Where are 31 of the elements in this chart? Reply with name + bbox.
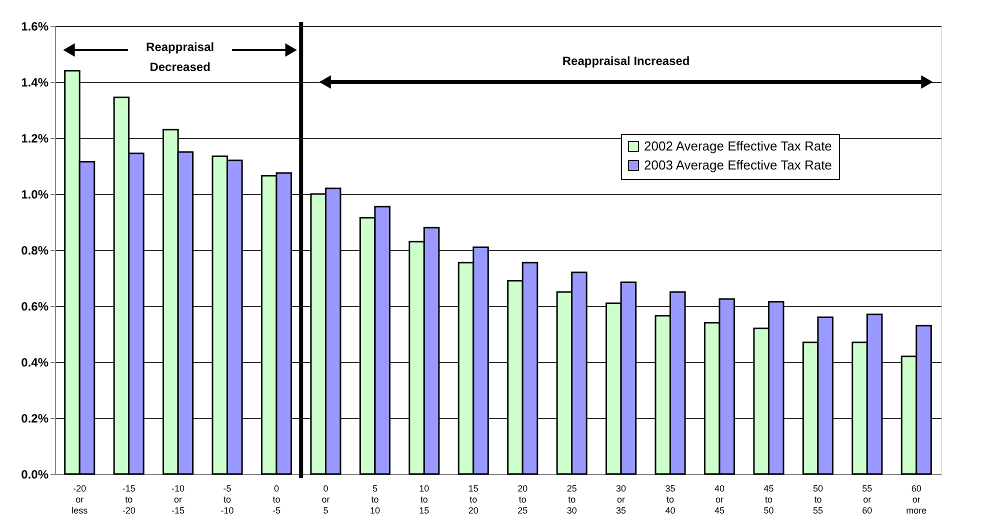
legend-label: 2003 Average Effective Tax Rate (644, 158, 832, 172)
x-tick-label: 50 to 55 (812, 484, 823, 516)
legend-label: 2002 Average Effective Tax Rate (644, 138, 832, 154)
x-tick-label: -10 or -15 (172, 484, 185, 516)
y-tick-label: 1.6% (21, 20, 49, 34)
x-tick-label: 0 to -5 (272, 484, 281, 516)
x-tick-label: 10 to 15 (419, 484, 430, 516)
x-tick-label: -5 to -10 (220, 484, 234, 516)
y-tick-label: 0.0% (21, 468, 49, 482)
x-tick-label: 40 or 45 (714, 484, 725, 516)
x-tick-label: 25 to 30 (566, 484, 577, 516)
y-tick-label: 0.6% (21, 300, 49, 314)
x-tick-label: -20 or less (72, 484, 88, 516)
x-tick-label: 60 or more (906, 484, 927, 516)
y-tick-label: 1.2% (21, 132, 49, 146)
x-tick-label: 30 or 35 (616, 484, 626, 516)
x-tick-label: 20 to 25 (518, 484, 528, 516)
x-tick-label: 0 or 5 (322, 484, 330, 516)
x-tick-label: 15 to 20 (468, 484, 478, 516)
y-tick-label: 0.4% (21, 356, 49, 370)
x-tick-label: 5 to 10 (370, 484, 380, 516)
x-tick-label: 35 to 40 (665, 484, 676, 516)
x-tick-label: 55 or 60 (862, 484, 872, 516)
y-tick-label: 1.4% (21, 76, 49, 90)
annotation: Reappraisal Decreased (146, 40, 214, 74)
y-tick-label: 1.0% (21, 188, 49, 202)
x-tick-label: 45 to 50 (764, 484, 774, 516)
annotation: Reappraisal Increased (562, 54, 690, 68)
y-tick-label: 0.2% (21, 412, 49, 426)
y-tick-label: 0.8% (21, 244, 49, 258)
x-tick-label: -15 to -20 (122, 484, 136, 516)
